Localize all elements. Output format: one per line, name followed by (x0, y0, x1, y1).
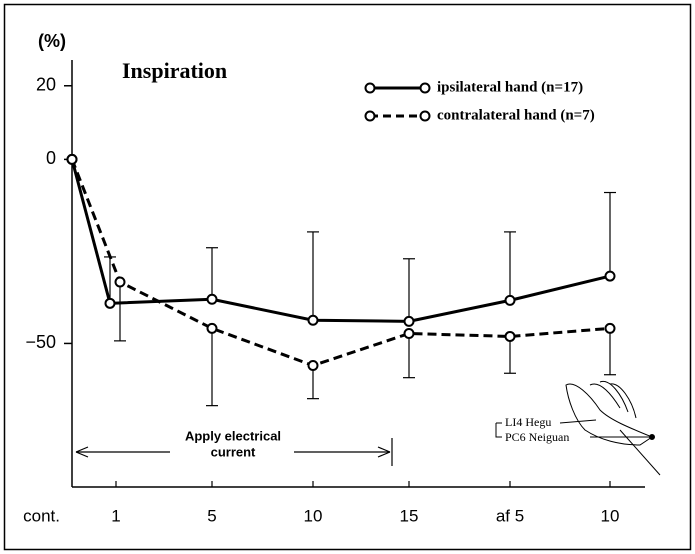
fingers (589, 380, 637, 419)
annotation: Apply electrical (185, 428, 281, 443)
chart-title: Inspiration (122, 58, 227, 83)
inset-label: PC6 Neiguan (505, 430, 569, 444)
legend-label: ipsilateral hand (n=17) (437, 79, 583, 95)
marker (206, 322, 218, 334)
marker (403, 328, 415, 340)
x-tick-label: af 5 (496, 506, 524, 525)
x-tick-label: 10 (304, 506, 323, 525)
arrow-heads (75, 446, 391, 458)
marker (403, 315, 415, 327)
pointer (559, 419, 597, 424)
x-tick-label: cont. (23, 506, 60, 525)
marker (104, 297, 116, 309)
y-tick-label: 0 (46, 148, 56, 168)
y-axis-label: (%) (38, 31, 66, 51)
point (649, 434, 655, 440)
bracket (495, 422, 502, 438)
x-tick-label: 10 (601, 506, 620, 525)
marker (504, 294, 516, 306)
legend-marker (419, 110, 431, 122)
marker (307, 360, 319, 372)
inset (495, 380, 661, 476)
legend-label: contralateral hand (n=7) (437, 107, 595, 123)
y-tick-label: −50 (25, 332, 56, 352)
hand (565, 383, 654, 446)
marker (206, 293, 218, 305)
legend-marker (419, 82, 431, 94)
x-tick-label: 1 (111, 506, 120, 525)
x-tick-label: 5 (207, 506, 216, 525)
y-tick-label: 20 (36, 75, 56, 95)
legend-marker (364, 82, 376, 94)
frame (3, 3, 692, 551)
marker (504, 330, 516, 342)
annotation-bg (170, 430, 294, 460)
x-tick-label: 15 (400, 506, 419, 525)
annotation: current (211, 444, 256, 459)
marker (66, 153, 78, 165)
inset-label: LI4 Hegu (505, 415, 551, 429)
marker (604, 270, 616, 282)
marker (114, 276, 126, 288)
marker (604, 322, 616, 334)
marker (307, 314, 319, 326)
legend-marker (364, 110, 376, 122)
